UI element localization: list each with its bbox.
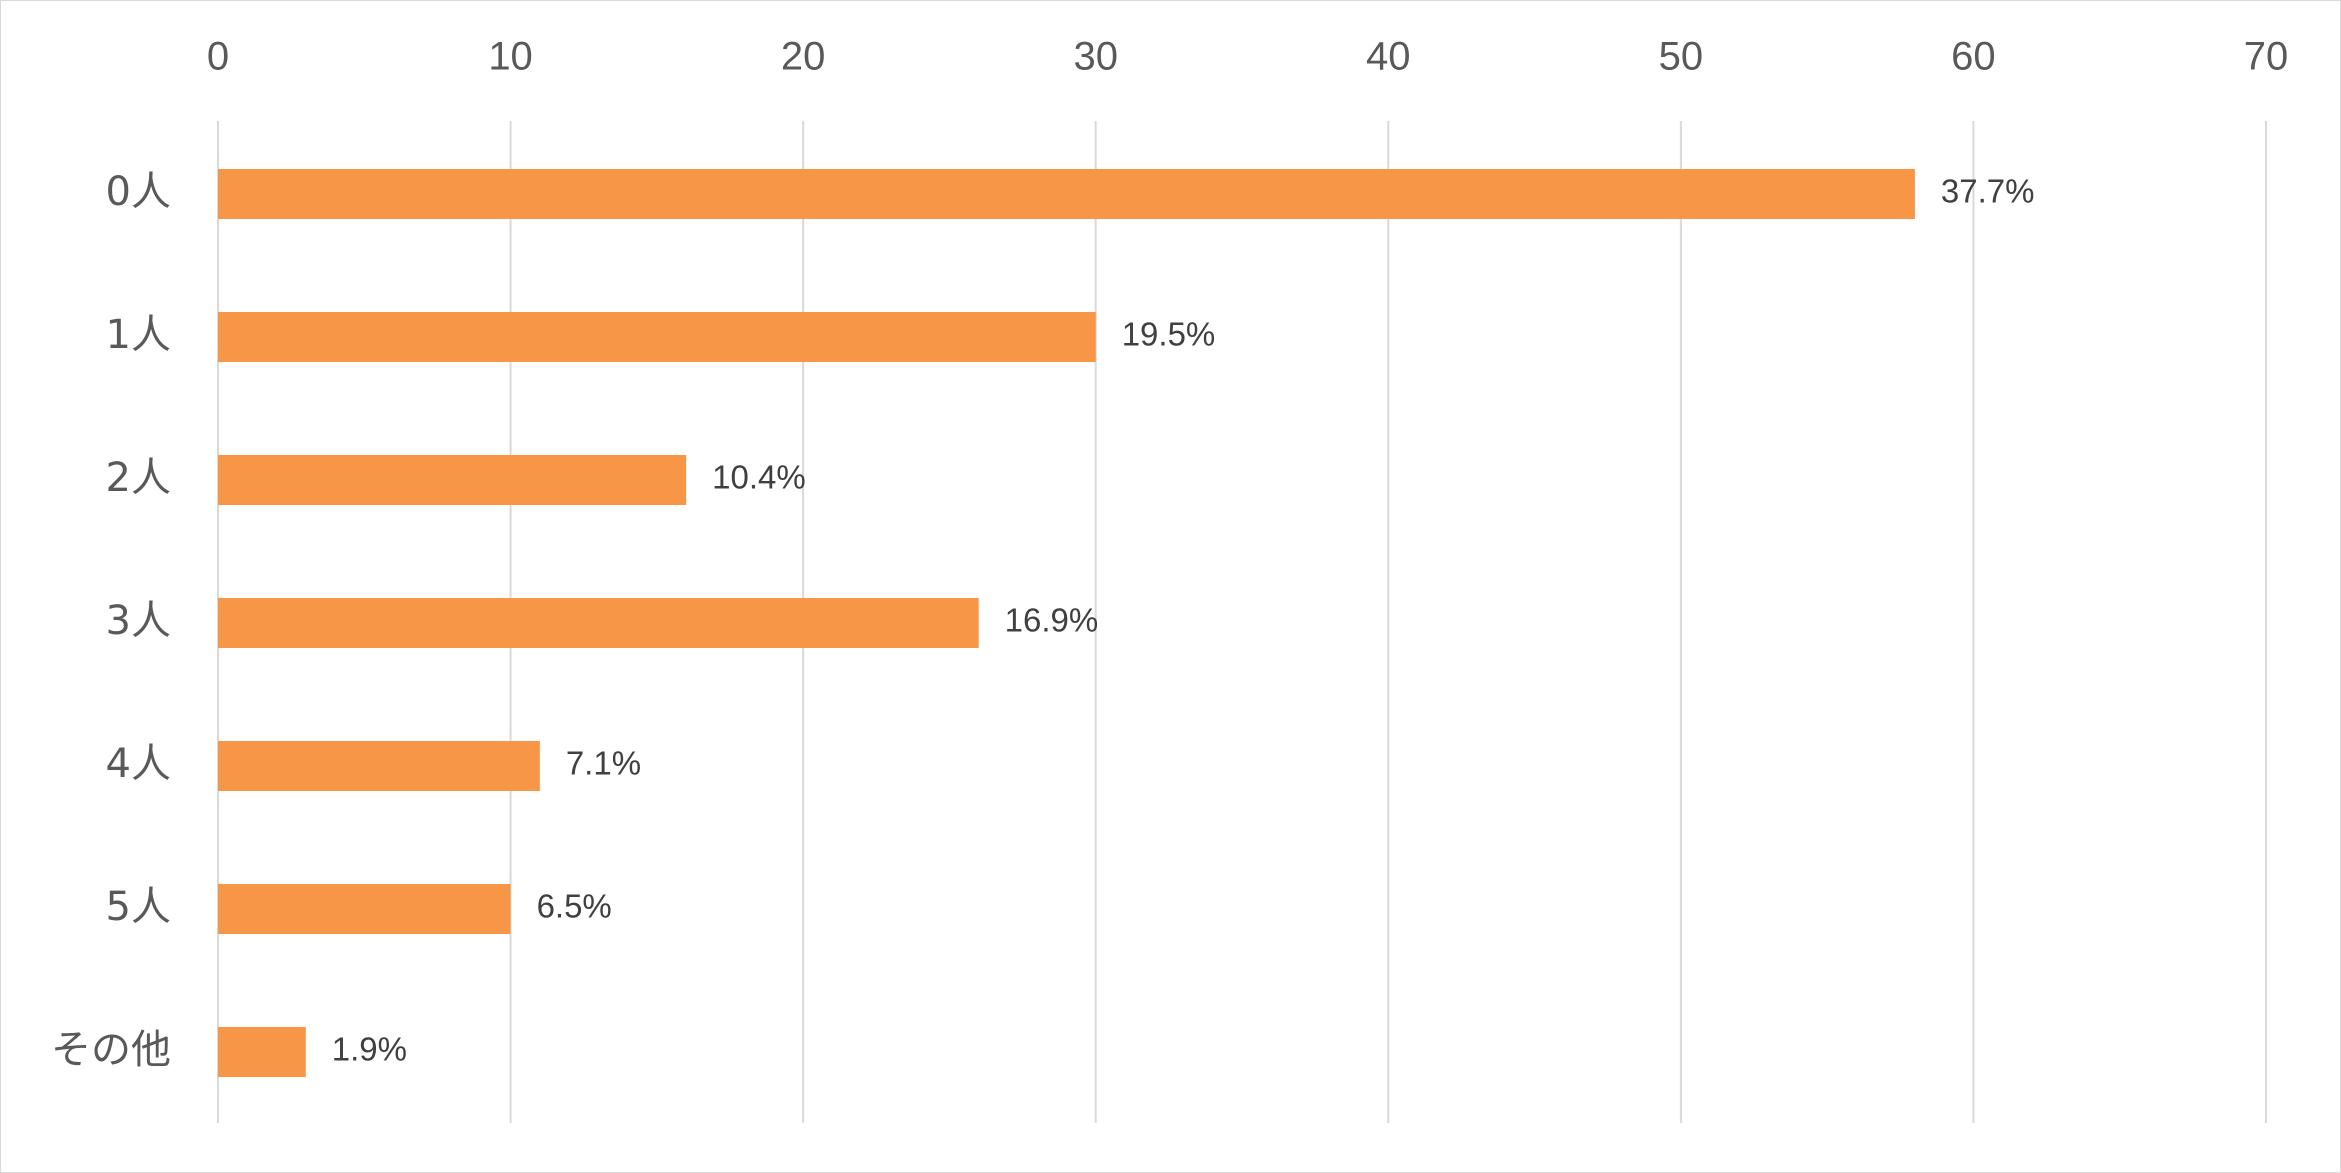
bars: [218, 169, 1915, 1077]
x-tick-label: 40: [1366, 35, 1411, 79]
data-label: 10.4%: [712, 459, 806, 496]
data-label: 19.5%: [1122, 316, 1216, 353]
data-label: 6.5%: [537, 888, 612, 925]
data-label: 16.9%: [1005, 602, 1099, 639]
category-label: 3人: [106, 598, 171, 644]
data-label: 7.1%: [566, 745, 641, 782]
category-label: 5人: [106, 884, 171, 930]
x-tick-label: 0: [207, 35, 229, 79]
bar: [218, 312, 1096, 362]
data-label: 37.7%: [1941, 173, 2035, 210]
bar: [218, 169, 1915, 219]
x-axis-ticks: 0 10 20 30 40 50 60 70: [207, 35, 2288, 79]
data-labels: 37.7% 19.5% 10.4% 16.9% 7.1% 6.5% 1.9%: [332, 173, 2035, 1068]
bar: [218, 598, 979, 648]
bar: [218, 741, 540, 791]
bar: [218, 884, 511, 934]
x-tick-label: 30: [1073, 35, 1118, 79]
x-tick-label: 60: [1951, 35, 1996, 79]
category-label: その他: [51, 1027, 171, 1073]
bar: [218, 1027, 306, 1077]
category-label: 2人: [106, 455, 171, 501]
bar: [218, 455, 687, 505]
x-tick-label: 50: [1659, 35, 1704, 79]
x-tick-label: 20: [781, 35, 826, 79]
data-label: 1.9%: [332, 1031, 407, 1068]
category-label: 4人: [106, 741, 171, 787]
x-tick-label: 10: [488, 35, 533, 79]
category-label: 1人: [106, 312, 171, 358]
category-label: 0人: [106, 169, 171, 215]
x-tick-label: 70: [2244, 35, 2289, 79]
